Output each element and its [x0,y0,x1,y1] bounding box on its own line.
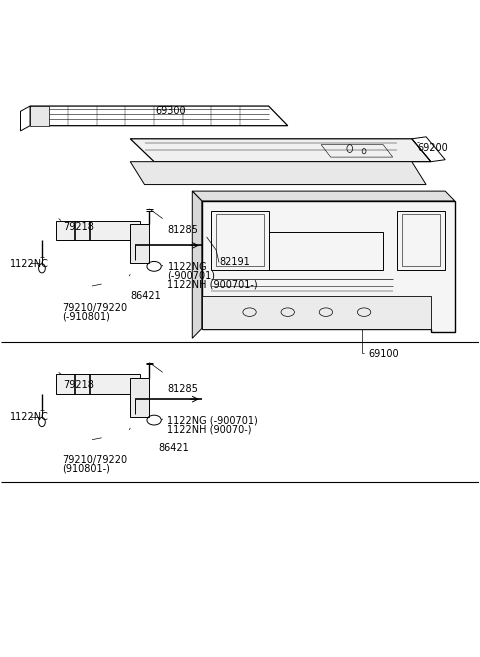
Polygon shape [130,139,431,162]
Text: 1122NC: 1122NC [10,413,49,422]
Polygon shape [192,191,455,201]
Polygon shape [192,191,202,338]
Polygon shape [130,224,149,263]
Text: 1122NC: 1122NC [10,259,49,269]
Polygon shape [202,296,431,328]
Text: 81285: 81285 [168,384,198,394]
Text: 69200: 69200 [418,143,448,153]
Text: 69100: 69100 [369,349,399,359]
Polygon shape [30,106,49,125]
Text: 1122NG: 1122NG [168,262,207,272]
Text: 1122NH (90070-): 1122NH (90070-) [168,424,252,434]
Text: 79218: 79218 [63,380,94,390]
Text: 79210/79220: 79210/79220 [62,455,128,465]
Text: 86421: 86421 [130,292,161,302]
Text: 1122NG (-900701): 1122NG (-900701) [168,416,258,426]
Polygon shape [202,201,455,332]
Text: 79210/79220: 79210/79220 [62,304,128,313]
Polygon shape [56,374,140,394]
Text: 1122NH (900701-): 1122NH (900701-) [168,279,258,289]
Text: (910801-): (910801-) [62,463,110,474]
Text: 69300: 69300 [156,106,186,116]
Polygon shape [130,378,149,417]
Text: (-910801): (-910801) [62,311,110,322]
Text: 82191: 82191 [219,257,250,267]
Text: 81285: 81285 [168,225,198,235]
Text: 79218: 79218 [63,222,94,232]
Polygon shape [56,221,140,240]
Text: 86421: 86421 [159,443,190,453]
Polygon shape [130,162,426,185]
Text: (-900701): (-900701) [168,271,216,281]
